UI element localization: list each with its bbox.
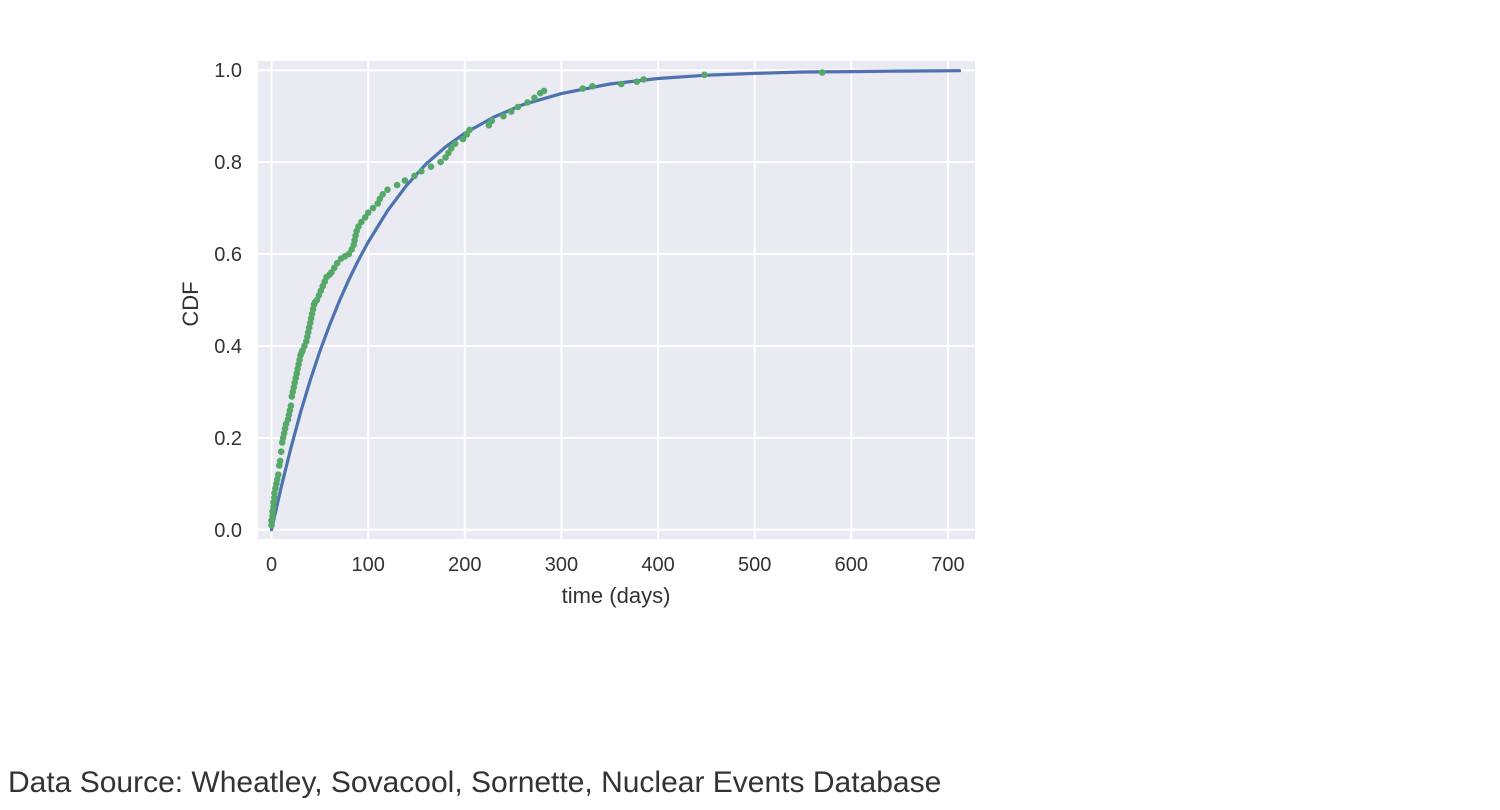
x-tick-label: 200 bbox=[448, 554, 481, 576]
data-point bbox=[379, 191, 387, 198]
data-point bbox=[531, 94, 538, 102]
model-cdf-line bbox=[269, 69, 962, 532]
data-point bbox=[640, 76, 647, 83]
data-point bbox=[277, 448, 285, 456]
data-point bbox=[401, 177, 409, 184]
data-point bbox=[437, 158, 444, 166]
data-point bbox=[270, 503, 277, 511]
x-axis-label: time (days) bbox=[562, 583, 671, 608]
x-tick-label: 500 bbox=[738, 554, 771, 576]
data-point bbox=[268, 521, 275, 529]
data-point bbox=[276, 457, 284, 465]
data-point bbox=[488, 117, 496, 125]
data-point bbox=[369, 204, 377, 212]
data-point bbox=[819, 69, 826, 76]
y-tick-label: 0.8 bbox=[214, 152, 242, 174]
y-tick-label: 0.6 bbox=[214, 244, 242, 266]
x-tick-label: 600 bbox=[835, 554, 868, 576]
y-tick-label: 0.0 bbox=[214, 520, 242, 542]
data-point bbox=[459, 135, 467, 143]
data-point bbox=[287, 402, 295, 410]
data-point bbox=[411, 172, 418, 180]
data-point bbox=[358, 218, 365, 226]
y-axis-label: CDF bbox=[178, 281, 203, 326]
data-point bbox=[384, 186, 391, 193]
x-tick-label: 0 bbox=[266, 554, 277, 576]
plot-area bbox=[258, 61, 975, 539]
data-point bbox=[507, 108, 515, 115]
x-tick-label: 300 bbox=[545, 554, 578, 576]
x-tick-label: 100 bbox=[351, 554, 384, 576]
data-point bbox=[451, 140, 459, 147]
data-point bbox=[364, 209, 372, 216]
data-point bbox=[275, 471, 282, 479]
data-point bbox=[514, 103, 522, 111]
data-point bbox=[500, 112, 507, 120]
y-tick-label: 0.4 bbox=[214, 336, 242, 358]
x-tick-label: 700 bbox=[931, 554, 964, 576]
data-point bbox=[466, 126, 473, 134]
y-axis-ticks: 0.0 0.2 0.4 0.6 0.8 1.0 bbox=[214, 60, 242, 542]
data-point bbox=[448, 145, 455, 152]
data-point bbox=[701, 71, 708, 79]
data-point bbox=[427, 163, 435, 170]
y-tick-label: 0.2 bbox=[214, 428, 242, 450]
data-point bbox=[633, 78, 641, 85]
x-tick-label: 400 bbox=[641, 554, 674, 576]
y-tick-label: 1.0 bbox=[214, 60, 242, 82]
data-point bbox=[579, 85, 586, 92]
data-source-note: Data Source: Wheatley, Sovacool, Sornett… bbox=[8, 766, 942, 799]
data-point bbox=[393, 181, 401, 189]
data-point bbox=[333, 259, 341, 267]
data-point bbox=[271, 494, 278, 501]
data-point bbox=[589, 83, 596, 90]
data-point bbox=[618, 80, 625, 88]
data-point bbox=[269, 512, 276, 520]
x-axis-ticks: 0 100 200 300 400 500 600 700 bbox=[266, 554, 965, 576]
data-point bbox=[540, 87, 548, 95]
model-cdf-series bbox=[269, 69, 962, 532]
empirical-cdf-series bbox=[268, 69, 826, 529]
data-point bbox=[524, 99, 531, 106]
data-point bbox=[418, 168, 425, 175]
